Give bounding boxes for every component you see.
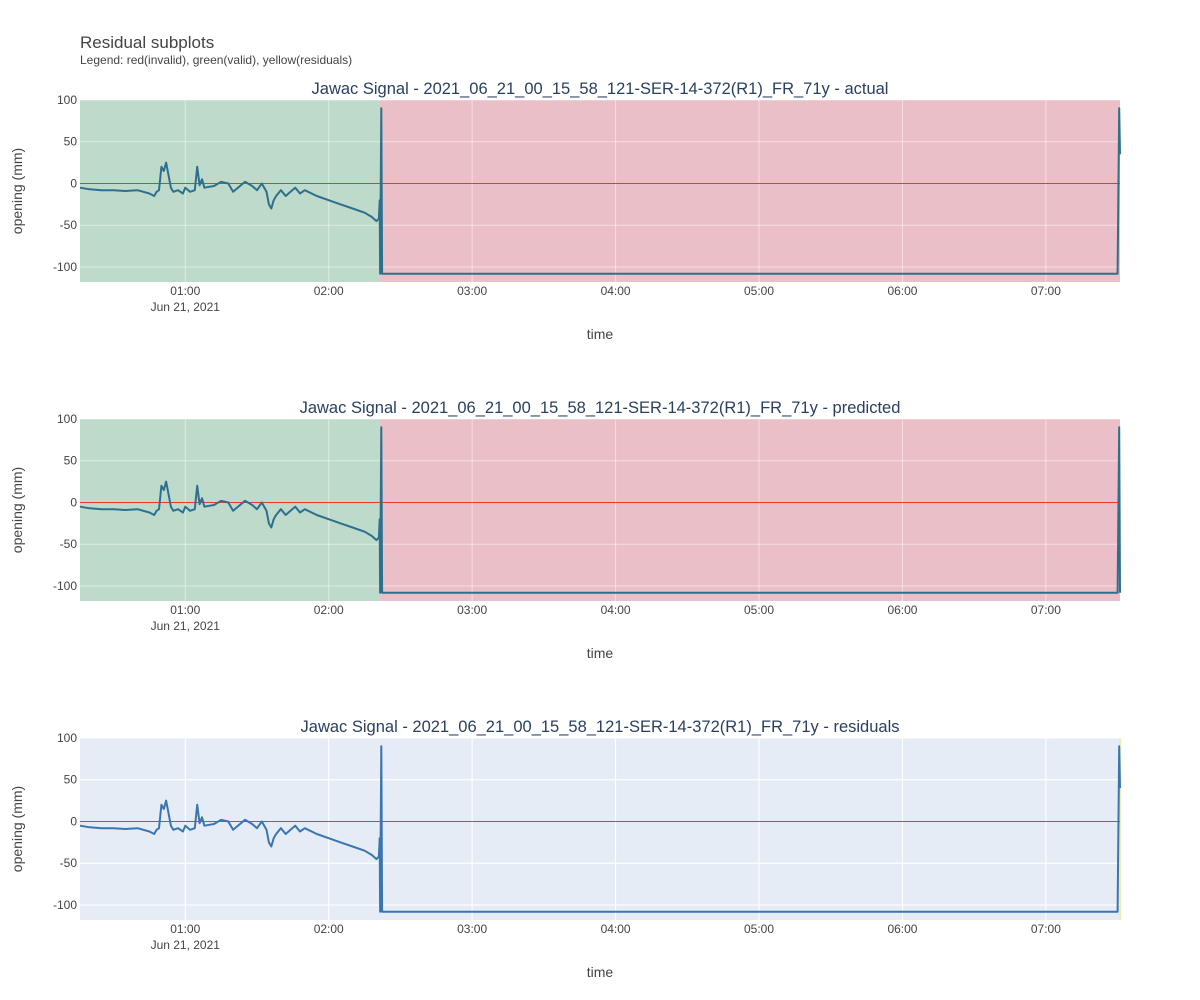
y-tick-label: -50: [60, 856, 78, 870]
subplot-title: Jawac Signal - 2021_06_21_00_15_58_121-S…: [300, 399, 901, 417]
y-tick-label: 0: [70, 176, 77, 190]
signal-line: [79, 745, 1121, 913]
y-tick-label: 50: [64, 454, 78, 468]
x-axis-label: time: [587, 326, 614, 342]
figure-title: Residual subplots: [80, 33, 215, 52]
x-tick-label: 07:00: [1031, 603, 1061, 617]
y-tick-label: 100: [57, 93, 77, 107]
subplot-1: 100 50 0 -50 -100 01:00 02:00 03:00 04:00 05:00 06…: [9, 80, 1121, 342]
x-tick-label: 07:00: [1031, 284, 1061, 298]
figure-subtitle: Legend: red(invalid), green(valid), yell…: [80, 53, 353, 67]
x-tick-label: 03:00: [457, 603, 487, 617]
y-tick-label: 0: [70, 814, 77, 828]
x-tick-label: 04:00: [601, 284, 631, 298]
y-tick-label: -100: [53, 898, 77, 912]
subplot-title: Jawac Signal - 2021_06_21_00_15_58_121-S…: [301, 718, 900, 736]
x-tick-date: Jun 21, 2021: [151, 300, 221, 314]
x-tick-label: 06:00: [887, 603, 917, 617]
x-tick-label: 03:00: [457, 922, 487, 936]
y-tick-label: 50: [64, 773, 78, 787]
invalid-region: [380, 419, 1120, 601]
x-axis-label: time: [587, 645, 614, 661]
x-axis-label: time: [587, 964, 614, 980]
y-axis-label: opening (mm): [9, 467, 25, 553]
y-tick-label: -50: [60, 218, 78, 232]
x-tick-label: 01:00: [170, 603, 200, 617]
subplot-3: 100 50 0 -50 -100 01:00 02:00 03:00 04:00 05:00 06…: [9, 718, 1122, 980]
y-tick-label: 0: [70, 495, 77, 509]
residuals-region: [1119, 738, 1122, 920]
x-tick-date: Jun 21, 2021: [151, 619, 221, 633]
x-tick-label: 01:00: [170, 284, 200, 298]
signal-line: [79, 107, 1121, 275]
x-tick-label: 06:00: [887, 284, 917, 298]
y-tick-label: -100: [53, 260, 77, 274]
x-tick-label: 04:00: [601, 922, 631, 936]
y-tick-label: 100: [57, 412, 77, 426]
x-tick-label: 02:00: [314, 603, 344, 617]
plot-background: [80, 738, 1120, 920]
x-tick-label: 01:00: [170, 922, 200, 936]
y-axis-label: opening (mm): [9, 786, 25, 872]
invalid-region: [380, 100, 1120, 282]
x-tick-label: 05:00: [744, 603, 774, 617]
signal-line: [79, 426, 1121, 594]
subplot-title: Jawac Signal - 2021_06_21_00_15_58_121-S…: [312, 80, 889, 98]
x-tick-label: 06:00: [887, 922, 917, 936]
x-tick-label: 04:00: [601, 603, 631, 617]
x-tick-label: 02:00: [314, 284, 344, 298]
y-tick-label: -100: [53, 579, 77, 593]
x-tick-label: 05:00: [744, 284, 774, 298]
subplot-2: 100 50 0 -50 -100 01:00 02:00 03:00 04:00 05:00 06…: [9, 399, 1121, 661]
x-tick-label: 02:00: [314, 922, 344, 936]
x-tick-label: 07:00: [1031, 922, 1061, 936]
y-axis-label: opening (mm): [9, 148, 25, 234]
y-tick-label: 100: [57, 731, 77, 745]
y-tick-label: 50: [64, 135, 78, 149]
x-tick-label: 03:00: [457, 284, 487, 298]
x-tick-date: Jun 21, 2021: [151, 938, 221, 952]
y-tick-label: -50: [60, 537, 78, 551]
x-tick-label: 05:00: [744, 922, 774, 936]
